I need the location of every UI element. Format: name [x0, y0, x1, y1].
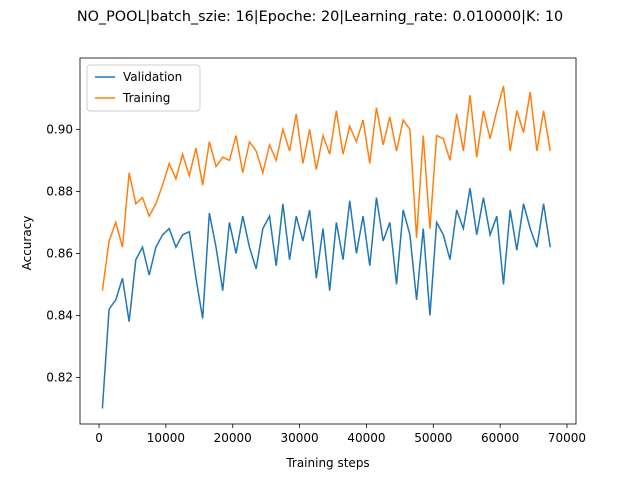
y-tick-label: 0.88 — [46, 184, 73, 198]
y-tick-label: 0.90 — [46, 122, 73, 136]
y-tick-label: 0.84 — [46, 308, 73, 322]
legend-box — [86, 64, 201, 112]
x-tick-label: 50000 — [414, 431, 452, 445]
line-series — [101, 85, 551, 291]
plot-frame — [79, 57, 577, 425]
x-tick-label: 10000 — [147, 431, 185, 445]
x-tick-label: 20000 — [214, 431, 252, 445]
y-tick-label: 0.82 — [46, 370, 73, 384]
y-tick-label: 0.86 — [46, 246, 73, 260]
legend: Validation Training — [86, 64, 201, 112]
legend-label: Training — [122, 91, 170, 105]
y-axis-label: Accuracy — [20, 216, 34, 271]
chart-title: NO_POOL|batch_szie: 16|Epoche: 20|Learni… — [77, 9, 563, 25]
x-tick-label: 70000 — [548, 431, 586, 445]
x-tick-label: 0 — [95, 431, 103, 445]
x-axis-label: Training steps — [285, 456, 369, 470]
x-tick-label: 30000 — [280, 431, 318, 445]
x-tick-label: 40000 — [347, 431, 385, 445]
x-tick-label: 60000 — [481, 431, 519, 445]
legend-label: Validation — [123, 70, 182, 84]
line-series — [101, 188, 552, 409]
